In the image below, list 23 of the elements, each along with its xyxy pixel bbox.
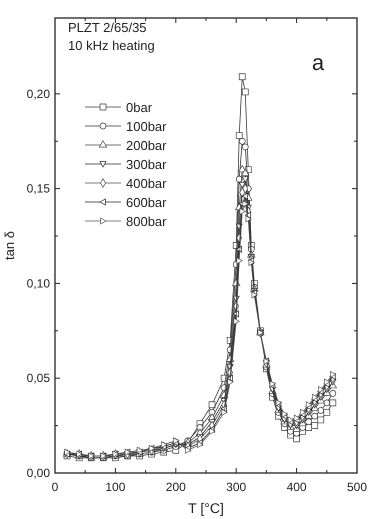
legend-label: 100bar — [126, 119, 168, 134]
annotation: PLZT 2/65/35 — [68, 20, 147, 35]
y-axis-title: tan δ — [2, 231, 17, 260]
y-tick-label: 0,00 — [26, 466, 50, 480]
x-tick-label: 200 — [166, 480, 186, 494]
x-tick-label: 500 — [346, 480, 368, 494]
legend-label: 0bar — [126, 100, 153, 115]
y-tick-label: 0,20 — [26, 86, 50, 101]
legend-label: 300bar — [126, 157, 168, 172]
x-tick-label: 100 — [105, 480, 126, 494]
annotation: 10 kHz heating — [68, 38, 155, 53]
legend-label: 800bar — [126, 214, 168, 229]
legend-label: 600bar — [126, 195, 168, 210]
annotation: a — [312, 50, 325, 75]
x-tick-label: 300 — [226, 480, 247, 494]
y-tick-label: 0,05 — [26, 371, 50, 386]
legend-label: 200bar — [126, 138, 168, 153]
y-tick-label: 0,15 — [26, 182, 50, 196]
x-axis-title: T [°C] — [188, 500, 224, 516]
y-tick-label: 0,10 — [26, 276, 50, 290]
legend-label: 400bar — [126, 176, 168, 191]
x-tick-label: 0 — [52, 480, 59, 494]
x-tick-label: 400 — [286, 480, 307, 494]
